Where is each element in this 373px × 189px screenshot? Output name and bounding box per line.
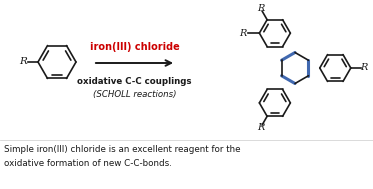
Text: R: R — [19, 57, 27, 67]
Text: iron(III) chloride: iron(III) chloride — [90, 42, 179, 52]
Text: (SCHOLL reactions): (SCHOLL reactions) — [93, 91, 176, 99]
Text: R: R — [239, 29, 247, 38]
Text: R: R — [361, 64, 368, 73]
Text: oxidative C-C couplings: oxidative C-C couplings — [77, 77, 192, 87]
Text: Simple iron(III) chloride is an excellent reagent for the: Simple iron(III) chloride is an excellen… — [4, 146, 241, 154]
Text: oxidative formation of new C-C-bonds.: oxidative formation of new C-C-bonds. — [4, 159, 172, 167]
Text: R: R — [257, 4, 264, 12]
Text: R: R — [257, 123, 264, 132]
